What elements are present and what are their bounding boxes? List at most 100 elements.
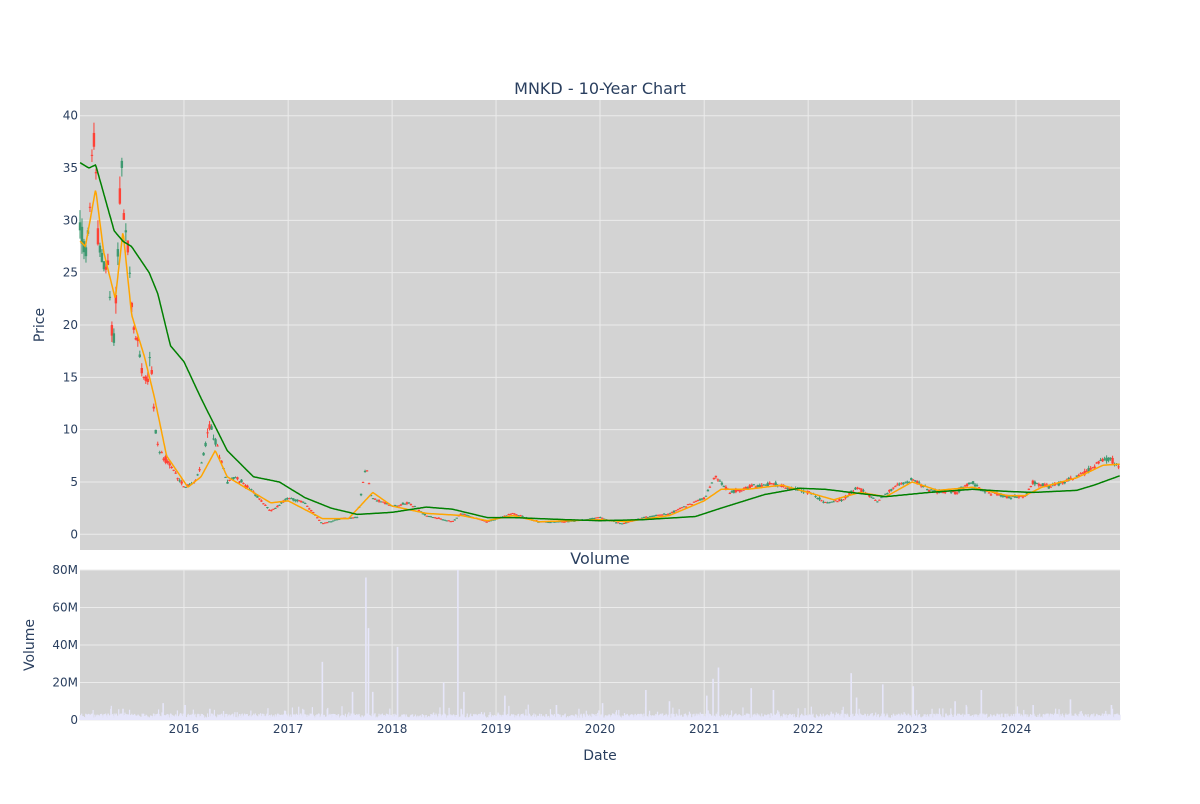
candle-body: [933, 489, 937, 493]
candle-body: [451, 520, 454, 522]
candle-body: [686, 504, 690, 506]
candle-body: [435, 518, 439, 520]
candle-body: [136, 337, 140, 342]
candle-body: [824, 501, 827, 503]
candle-body: [453, 519, 456, 521]
candle-body: [367, 483, 371, 485]
candle-body: [353, 517, 357, 519]
candle-body: [300, 500, 303, 503]
candle-body: [242, 483, 245, 485]
candle-body: [914, 480, 917, 482]
volume-series: [79, 570, 1121, 720]
candle-body: [485, 521, 488, 523]
candle-body: [1039, 485, 1043, 487]
candle-body: [878, 499, 881, 501]
candle-body: [208, 424, 211, 429]
candle-body: [407, 502, 411, 504]
candle-body: [565, 521, 568, 523]
candle-body: [104, 266, 108, 270]
candle-body: [1109, 457, 1112, 460]
candle-body: [403, 503, 407, 505]
candle-body: [519, 515, 522, 517]
candle-body: [274, 507, 277, 509]
candle-body: [1031, 480, 1035, 484]
candle-body: [511, 513, 514, 515]
candle-body: [680, 507, 684, 509]
candle-body: [971, 481, 975, 484]
candle-body: [304, 503, 307, 505]
candle-body: [832, 501, 835, 503]
candle-body: [850, 490, 853, 493]
candle-body: [1077, 474, 1080, 476]
candle-body: [692, 501, 696, 503]
candle-body: [126, 240, 130, 253]
date-tick-label: 2017: [273, 722, 304, 736]
candle-body: [433, 517, 437, 519]
candle-body: [445, 520, 448, 522]
candle-body: [399, 504, 403, 506]
candle-body: [830, 501, 833, 503]
candle-body: [180, 481, 183, 484]
candle-body: [429, 516, 433, 518]
candle-body: [624, 522, 628, 524]
candle-body: [648, 516, 652, 518]
candle-body: [329, 521, 333, 523]
candle-body: [409, 504, 413, 506]
candle-body: [365, 470, 369, 472]
volume-panel-title: Volume: [570, 549, 630, 568]
candle-body: [997, 494, 1001, 496]
candle-body: [941, 492, 945, 494]
candle-body: [724, 486, 728, 490]
candle-body: [371, 498, 375, 500]
candle-body: [1099, 459, 1102, 462]
candle-body: [170, 466, 173, 468]
candle-body: [459, 513, 462, 515]
candle-body: [108, 296, 112, 298]
candle-body: [517, 515, 520, 517]
candle-body: [902, 482, 905, 485]
candle-body: [589, 518, 592, 520]
candle-body: [774, 482, 777, 487]
candle-body: [658, 514, 662, 516]
candle-body: [355, 517, 359, 519]
candle-body: [150, 370, 153, 374]
candle-body: [413, 506, 417, 508]
volume-tick-label: 80M: [52, 563, 78, 577]
candle-body: [670, 512, 674, 514]
candle-body: [296, 499, 299, 502]
candle-body: [258, 498, 261, 500]
candle-body: [124, 230, 128, 233]
candle-body: [441, 519, 445, 521]
candle-body: [333, 519, 337, 521]
candle-body: [716, 479, 720, 481]
candle-body: [601, 517, 604, 519]
candle-body: [515, 514, 518, 516]
candle-body: [758, 484, 761, 488]
candle-body: [112, 333, 116, 343]
candle-body: [1101, 459, 1104, 462]
candle-body: [842, 499, 845, 501]
candle-body: [182, 486, 185, 488]
price-tick-label: 0: [70, 527, 78, 541]
candle-body: [174, 472, 177, 474]
candle-body: [417, 509, 421, 511]
candle-body: [732, 490, 736, 493]
candle-body: [908, 481, 911, 483]
candle-body: [489, 520, 492, 522]
price-tick-label: 15: [63, 370, 78, 384]
candle-body: [674, 510, 678, 512]
candle-body: [226, 481, 229, 484]
candle-body: [770, 483, 773, 485]
candle-body: [1083, 471, 1086, 475]
candle-body: [509, 513, 512, 515]
candle-body: [949, 491, 953, 493]
candle-body: [1117, 466, 1120, 468]
candle-body: [244, 485, 247, 488]
candle-body: [122, 213, 126, 220]
candle-body: [176, 478, 179, 480]
candle-body: [660, 514, 664, 516]
candle-body: [260, 500, 263, 502]
candle-body: [874, 499, 877, 501]
candle-body: [383, 502, 387, 504]
